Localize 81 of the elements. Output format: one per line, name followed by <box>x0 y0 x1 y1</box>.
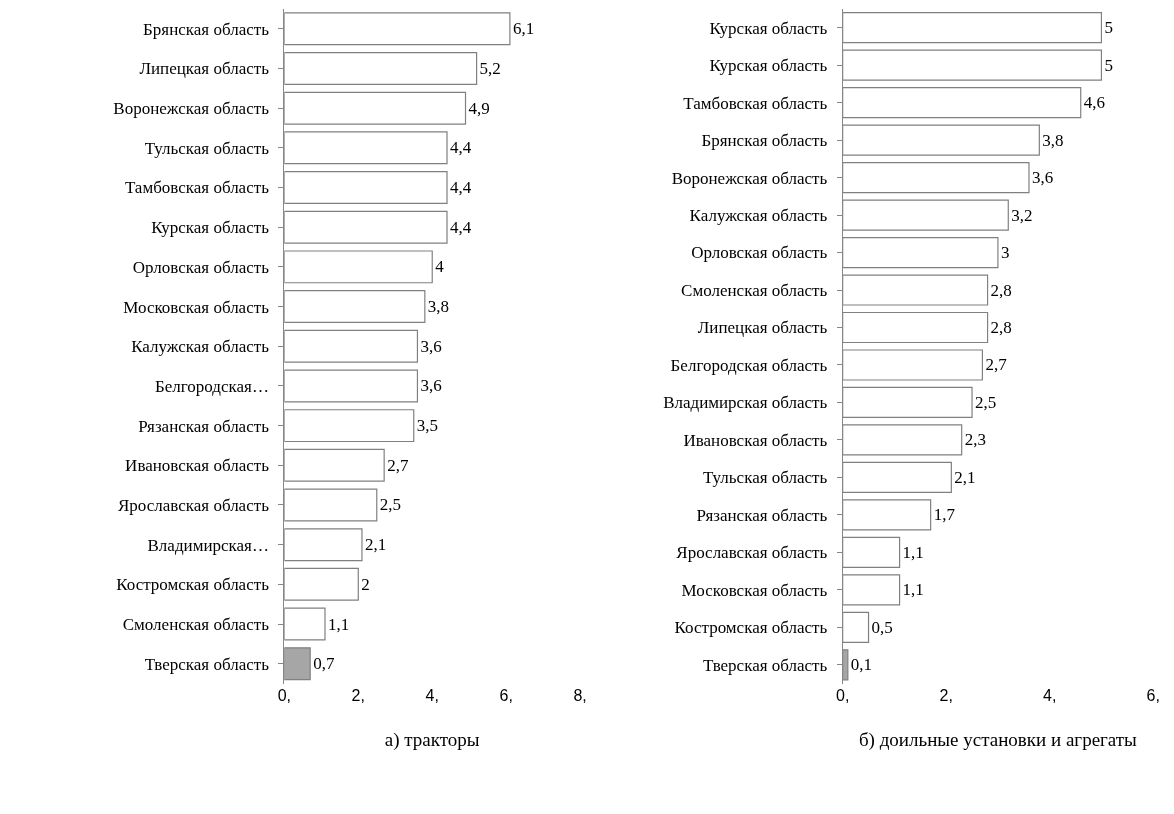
x-tick-label: 2, <box>939 686 953 704</box>
data-label: 0,1 <box>850 655 873 675</box>
y-tick-label: Тамбовская область <box>683 93 828 113</box>
y-tick-label: Ивановская область <box>125 456 270 476</box>
data-label: 4,4 <box>450 217 472 237</box>
data-label: 6,1 <box>512 19 535 39</box>
y-tick-label: Ярославская область <box>676 543 828 563</box>
y-tick-label: Орловская область <box>691 243 828 263</box>
y-tick-label: Липецкая область <box>697 318 828 338</box>
y-tick-label: Костромская область <box>674 618 828 638</box>
y-tick-label: Смоленская область <box>681 280 828 300</box>
y-tick-label: Московская область <box>123 297 270 317</box>
x-tick-label: 0, <box>835 686 850 704</box>
y-tick-label: Брянская область <box>143 19 270 39</box>
y-tick-label: Владимирская… <box>147 535 269 555</box>
y-tick-label: Рязанская область <box>138 416 270 436</box>
y-tick-label: Владимирская область <box>663 393 828 413</box>
data-label: 2,1 <box>954 467 976 487</box>
y-tick-label: Тверская область <box>144 654 270 674</box>
y-tick-label: Смоленская область <box>122 614 270 634</box>
x-tick-label: 2, <box>351 686 365 704</box>
y-tick-label: Рязанская область <box>696 505 828 525</box>
x-tick-label: 4, <box>425 686 439 704</box>
y-tick-label: Липецкая область <box>139 59 270 79</box>
y-tick-label: Калужская область <box>131 337 270 357</box>
data-label: 3,6 <box>420 336 442 356</box>
data-label: 0,5 <box>871 617 893 637</box>
data-label: 2,1 <box>364 535 387 555</box>
data-label: 3,6 <box>1031 168 1054 188</box>
data-label: 4,9 <box>468 98 490 118</box>
data-label: 2 <box>361 574 370 594</box>
data-label: 3,5 <box>416 416 438 436</box>
data-label: 1,1 <box>328 614 350 634</box>
data-label: 5 <box>1104 55 1113 75</box>
y-tick-label: Тульская область <box>144 138 270 158</box>
data-label: 1,7 <box>933 505 956 525</box>
data-label: 2,8 <box>990 280 1012 300</box>
y-tick-label: Орловская область <box>132 257 270 277</box>
y-tick-label: Курская область <box>709 18 828 38</box>
data-label: 1,1 <box>902 542 924 562</box>
data-label: 2,8 <box>990 318 1012 338</box>
y-tick-label: Калужская область <box>689 206 828 226</box>
data-label: 3,6 <box>420 376 442 396</box>
data-label: 4,6 <box>1083 93 1105 113</box>
data-label: 2,3 <box>964 430 986 450</box>
data-label: 2,7 <box>985 355 1008 375</box>
x-tick-label: 8, <box>573 686 587 704</box>
x-tick-label: 6, <box>499 686 513 704</box>
data-label: 5,2 <box>479 58 501 78</box>
x-tick-label: 4, <box>1043 686 1057 704</box>
y-tick-label: Воронежская область <box>113 99 270 119</box>
data-label: 1,1 <box>902 580 924 600</box>
data-label: 0,7 <box>313 654 335 674</box>
data-label: 2,5 <box>379 495 402 515</box>
y-tick-label: Ивановская область <box>683 430 828 450</box>
x-tick-label: 0, <box>277 686 291 704</box>
y-tick-label: Белгородская область <box>670 355 828 375</box>
x-axis-title: б) доильные установки и агрегаты <box>858 729 1138 752</box>
data-label: 3 <box>1000 243 1010 263</box>
y-tick-label: Курская область <box>709 56 828 76</box>
data-label: 3,8 <box>1042 130 1064 150</box>
x-tick-label: 6, <box>1146 686 1160 704</box>
data-label: 2,5 <box>975 392 997 412</box>
y-tick-label: Тверская область <box>703 655 828 675</box>
data-label: 2,7 <box>387 455 409 475</box>
y-tick-label: Костромская область <box>116 575 270 595</box>
y-tick-label: Тульская область <box>703 468 828 488</box>
y-tick-label: Белгородская… <box>154 376 269 396</box>
y-tick-label: Курская область <box>151 218 270 238</box>
data-label: 3,8 <box>427 297 450 317</box>
y-tick-label: Ярославская область <box>117 495 270 515</box>
data-label: 3,2 <box>1011 205 1033 225</box>
y-tick-label: Тамбовская область <box>124 178 270 198</box>
x-axis-title: а) тракторы <box>384 729 480 752</box>
y-tick-label: Брянская область <box>701 131 828 151</box>
data-label: 5 <box>1104 18 1113 38</box>
y-tick-label: Воронежская область <box>671 168 828 188</box>
data-label: 4,4 <box>450 178 472 198</box>
data-label: 4,4 <box>450 138 472 158</box>
y-tick-label: Московская область <box>681 580 828 600</box>
data-label: 4 <box>435 257 445 277</box>
